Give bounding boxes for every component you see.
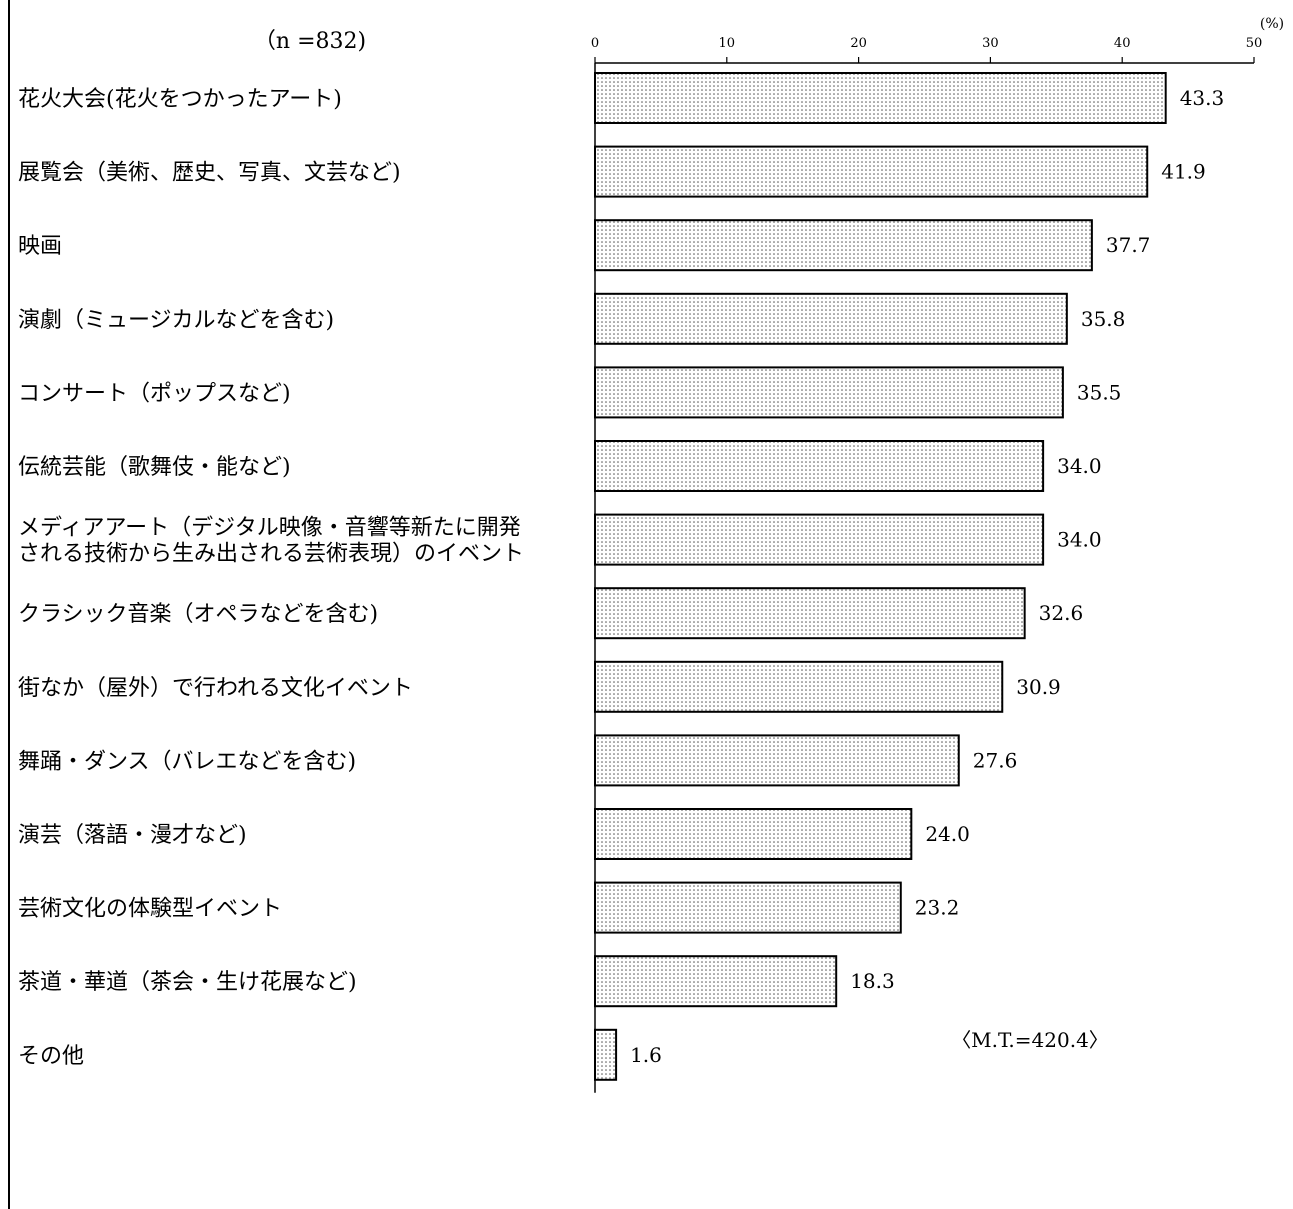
bar [594,366,1064,419]
data-label: 35.8 [1081,307,1126,331]
x-tick-label: 0 [591,36,599,51]
data-label: 27.6 [973,748,1018,772]
category-label: メディアアート（デジタル映像・音響等新たに開発 [18,516,521,541]
category-label: 舞踊・ダンス（バレエなどを含む) [18,749,356,774]
data-label: 30.9 [1016,675,1061,699]
x-tick-label: 20 [850,36,867,51]
category-label: 伝統芸能（歌舞伎・能など) [18,455,291,480]
category-label: 映画 [18,234,62,259]
data-label: 41.9 [1161,160,1206,184]
data-label: 34.0 [1057,454,1102,478]
data-label: 35.5 [1077,380,1122,404]
bar [594,145,1149,198]
data-label: 1.6 [630,1043,662,1067]
data-label: 43.3 [1180,86,1225,110]
category-label: 演劇（ミュージカルなどを含む) [18,308,334,333]
category-label: コンサート（ポップスなど) [18,381,291,406]
data-label: 37.7 [1106,233,1151,257]
bar [594,660,1004,713]
x-tick-label: 10 [719,36,736,51]
bar [594,587,1026,640]
category-label: 芸術文化の体験型イベント [18,897,282,922]
mt-annotation: 〈M.T.=420.4〉 [951,1028,1109,1052]
x-tick-label: 50 [1246,36,1263,51]
category-label: 展覧会（美術、歴史、写真、文芸など) [18,161,401,186]
bars: 43.3 41.9 37.7 35.8 35.5 34.0 34.0 32.6 30.9 27.6… [594,72,1225,1081]
category-label: 演芸（落語・漫才など) [18,823,247,848]
category-label: 花火大会(花火をつかったアート) [18,87,342,112]
bar [594,808,913,860]
bar [594,292,1068,345]
category-label: その他 [18,1044,84,1069]
data-label: 23.2 [915,896,960,920]
data-label: 32.6 [1039,601,1084,625]
category-label: される技術から生み出される芸術表現）のイベント [18,542,524,567]
category-label: 街なか（屋外）で行われる文化イベント [18,676,413,701]
bar [594,1028,618,1081]
left-border-line [8,0,10,1209]
unit-label: (%) [1260,16,1284,32]
data-label: 34.0 [1057,528,1102,552]
x-tick-label: 40 [1114,36,1131,51]
data-label: 24.0 [925,822,970,846]
bar [594,72,1167,124]
bar [594,513,1045,566]
bar [594,955,838,1008]
bar [594,440,1045,492]
bar [594,881,902,934]
x-tick-label: 30 [982,36,999,51]
data-label: 18.3 [850,969,895,993]
bar [594,219,1093,272]
bar [594,734,960,787]
category-label: 茶道・華道（茶会・生け花展など) [18,970,357,995]
category-label: クラシック音楽（オペラなどを含む) [18,602,378,627]
category-labels: 花火大会(花火をつかったアート) 展覧会（美術、歴史、写真、文芸など) 映画演劇（ミ… [18,87,524,1069]
sample-size-label: （n =832) [254,29,366,54]
